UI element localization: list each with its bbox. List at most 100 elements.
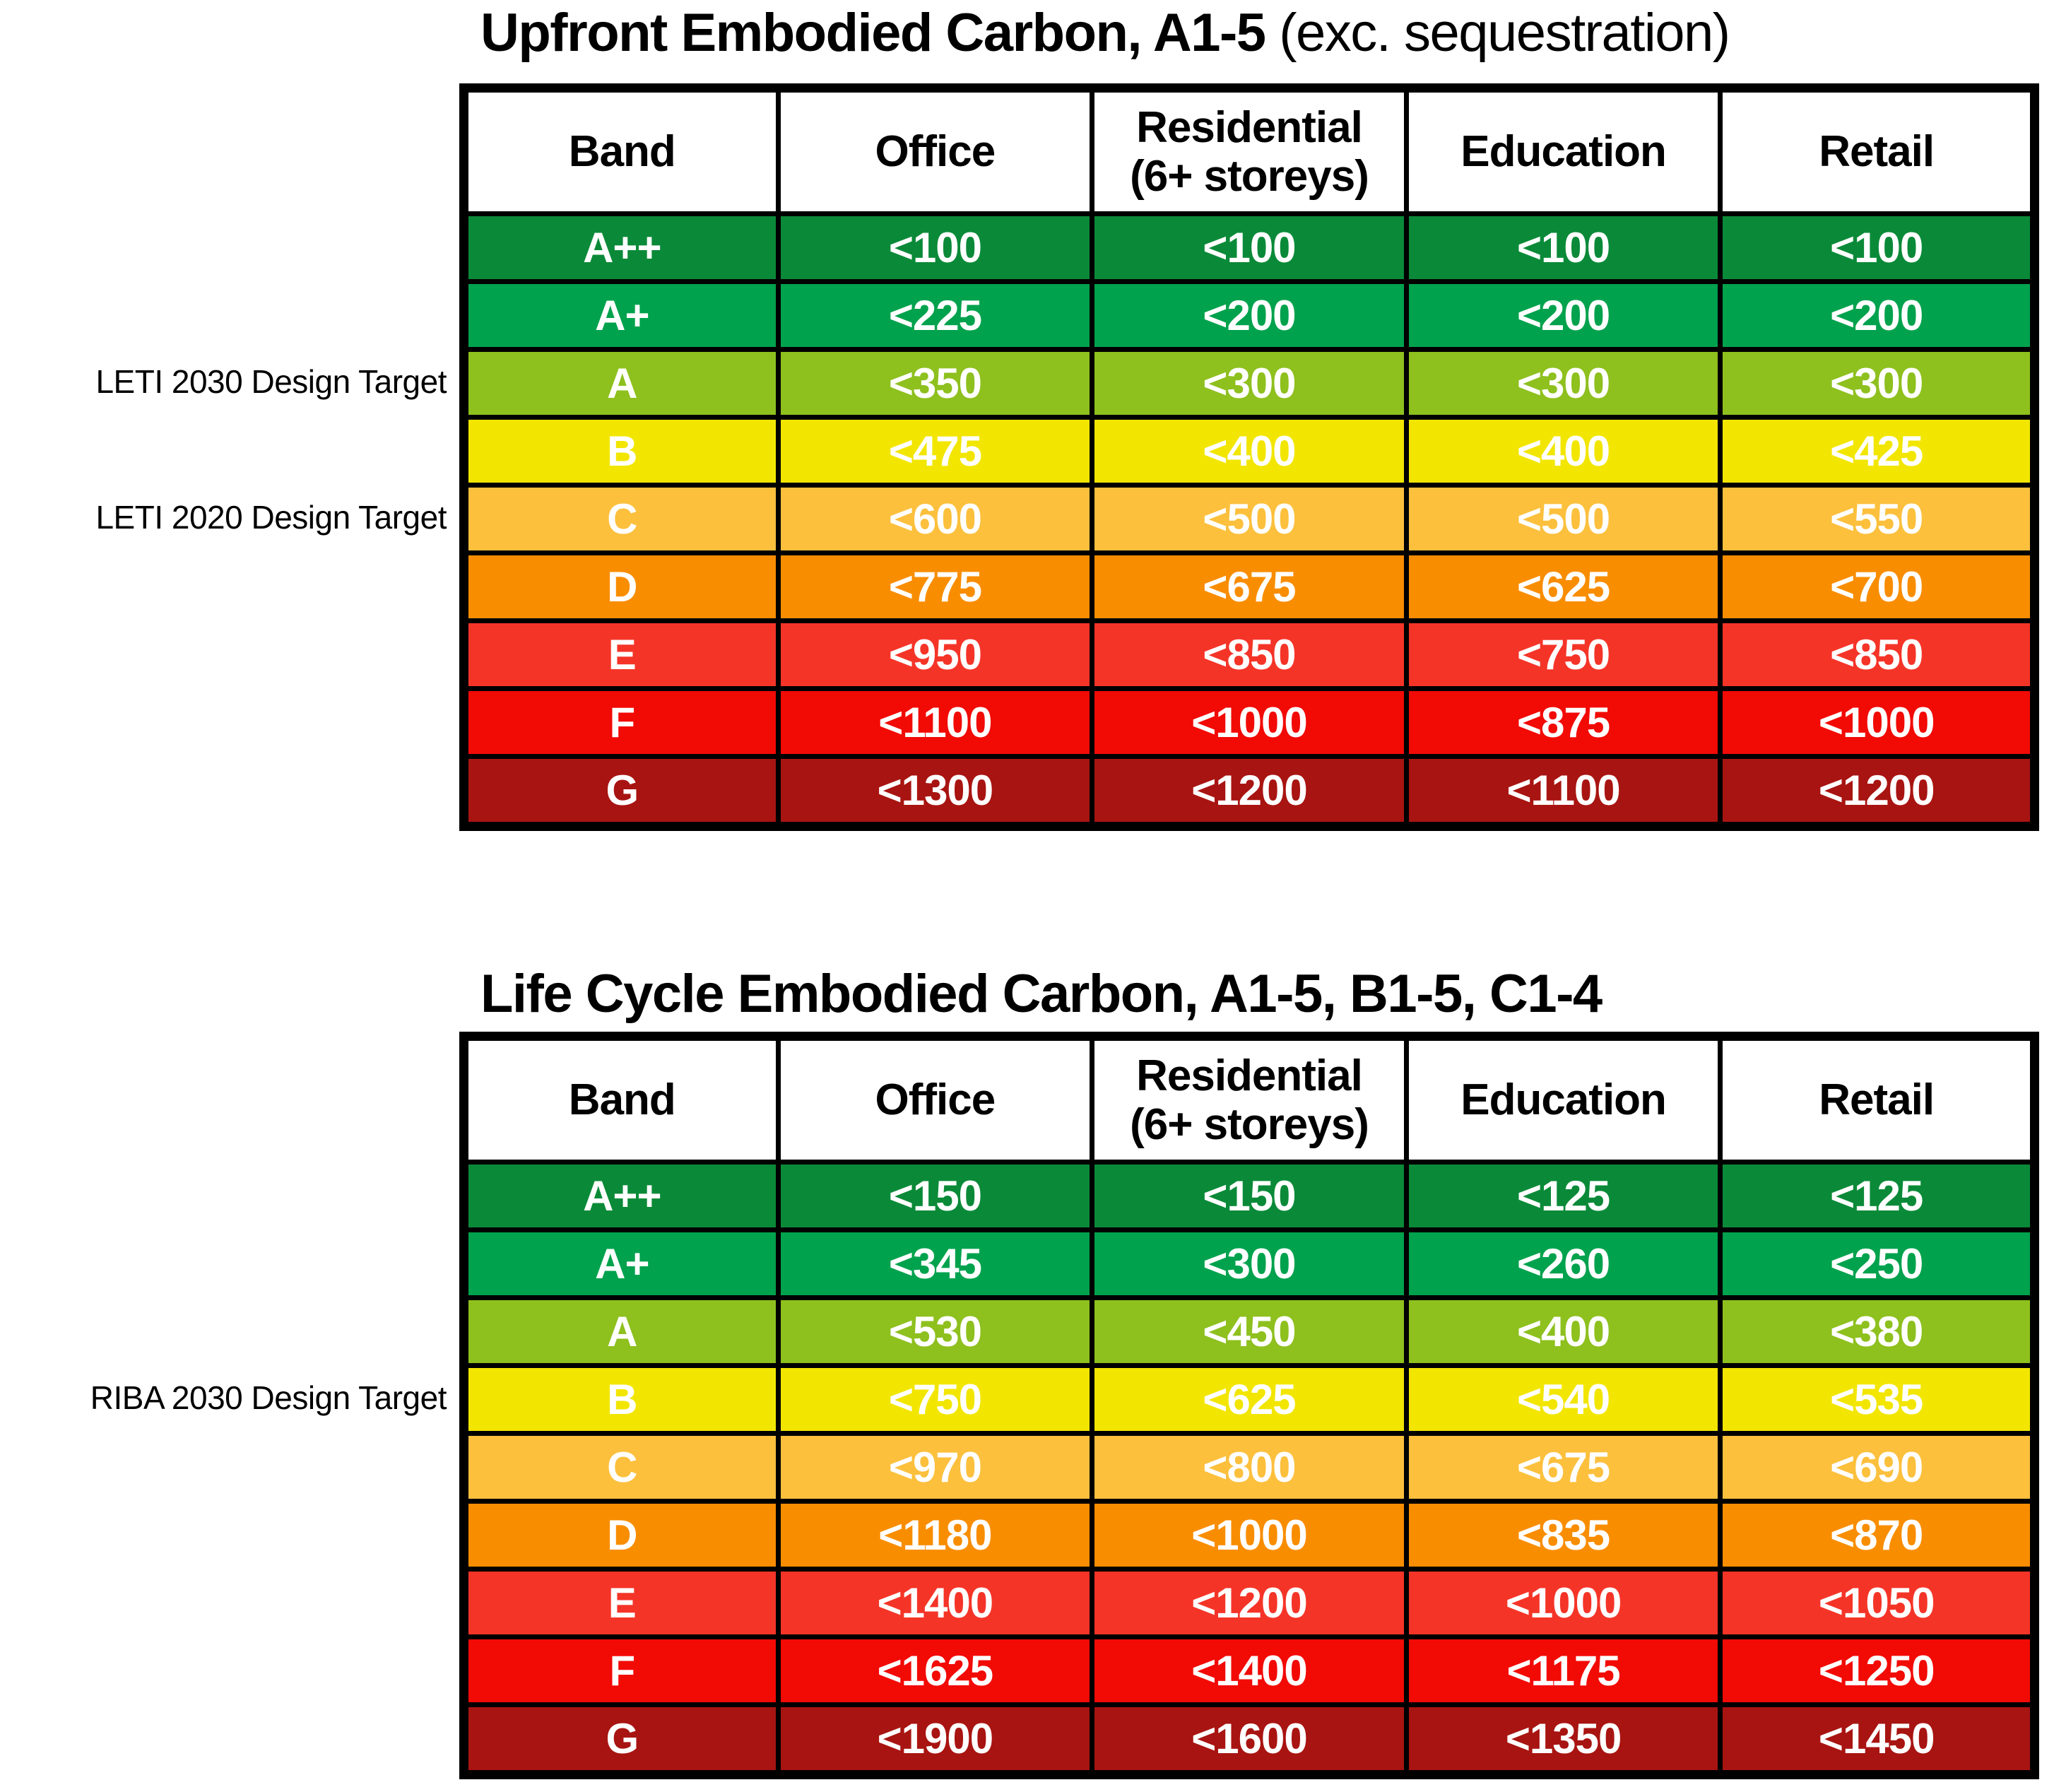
value-cell: <200 <box>1718 279 2037 352</box>
column-header-line: Education <box>1460 127 1667 177</box>
column-header-line: Office <box>875 127 996 177</box>
value-cell: <1100 <box>1403 754 1723 829</box>
column-header-line: Band <box>568 127 676 177</box>
band-cell: F <box>461 686 781 759</box>
upfront-band-row: B <475 <400 <400 <425 <box>461 415 2037 488</box>
design-target-label: LETI 2030 Design Target <box>95 363 447 400</box>
value-cell: <1000 <box>1090 686 1409 759</box>
value-cell: <850 <box>1090 618 1409 691</box>
lifecycle-band-row: B <750 <625 <540 <535 <box>461 1363 2037 1436</box>
value-cell: <150 <box>1090 1160 1409 1232</box>
band-cell: A <box>461 1295 781 1368</box>
value-cell: <1100 <box>775 686 1095 759</box>
value-cell: <750 <box>775 1363 1095 1436</box>
upfront-band-row: A <350 <300 <300 <300 <box>461 347 2037 420</box>
value-cell: <100 <box>1403 211 1723 284</box>
value-cell: <1175 <box>1403 1634 1723 1707</box>
value-cell: <1200 <box>1718 754 2037 829</box>
value-cell: <100 <box>1090 211 1409 284</box>
value-cell: <1300 <box>775 754 1095 829</box>
value-cell: <350 <box>775 347 1095 420</box>
upfront-band-row: A++ <100 <100 <100 <100 <box>461 211 2037 284</box>
value-cell: <550 <box>1718 483 2037 555</box>
lifecycle-band-row: A++ <150 <150 <125 <125 <box>461 1160 2037 1232</box>
column-header-line: Residential <box>1136 1051 1363 1100</box>
column-header-band: Band <box>461 86 781 216</box>
value-cell: <150 <box>775 1160 1095 1232</box>
value-cell: <870 <box>1718 1499 2037 1572</box>
value-cell: <1350 <box>1403 1702 1723 1777</box>
value-cell: <300 <box>1090 1227 1409 1300</box>
value-cell: <1625 <box>775 1634 1095 1707</box>
value-cell: <850 <box>1718 618 2037 691</box>
upfront-band-row: C <600 <500 <500 <550 <box>461 483 2037 555</box>
lifecycle-band-row: A+ <345 <300 <260 <250 <box>461 1227 2037 1300</box>
column-header-line: Residential <box>1136 102 1363 152</box>
value-cell: <1180 <box>775 1499 1095 1572</box>
upfront-header-row: Band Office Residential (6+ storeys) Educati… <box>461 86 2037 216</box>
lifecycle-band-row: E <1400 <1200 <1000 <1050 <box>461 1567 2037 1639</box>
value-cell: <1450 <box>1718 1702 2037 1777</box>
value-cell: <250 <box>1718 1227 2037 1300</box>
value-cell: <1600 <box>1090 1702 1409 1777</box>
value-cell: <1900 <box>775 1702 1095 1777</box>
column-header-line: Band <box>568 1075 676 1125</box>
value-cell: <1050 <box>1718 1567 2037 1639</box>
column-header-retail: Retail <box>1718 1034 2037 1165</box>
value-cell: <300 <box>1718 347 2037 420</box>
column-header-line: (6+ storeys) <box>1130 152 1369 201</box>
band-cell: A+ <box>461 279 781 352</box>
value-cell: <1000 <box>1403 1567 1723 1639</box>
lifecycle-band-row: F <1625 <1400 <1175 <1250 <box>461 1634 2037 1707</box>
column-header-line: (6+ storeys) <box>1130 1100 1369 1149</box>
band-cell: G <box>461 1702 781 1777</box>
band-cell: C <box>461 1431 781 1504</box>
value-cell: <450 <box>1090 1295 1409 1368</box>
band-cell: B <box>461 1363 781 1436</box>
value-cell: <400 <box>1403 415 1723 488</box>
value-cell: <400 <box>1403 1295 1723 1368</box>
column-header-retail: Retail <box>1718 86 2037 216</box>
lifecycle-band-row: C <970 <800 <675 <690 <box>461 1431 2037 1504</box>
upfront-title-suffix: (exc. sequestration) <box>1265 3 1730 63</box>
column-header-education: Education <box>1403 1034 1723 1165</box>
upfront-band-row: F <1100 <1000 <875 <1000 <box>461 686 2037 759</box>
band-cell: B <box>461 415 781 488</box>
band-cell: F <box>461 1634 781 1707</box>
column-header-office: Office <box>775 1034 1095 1165</box>
value-cell: <125 <box>1718 1160 2037 1232</box>
value-cell: <1000 <box>1090 1499 1409 1572</box>
value-cell: <1400 <box>1090 1634 1409 1707</box>
value-cell: <1250 <box>1718 1634 2037 1707</box>
column-header-line: Education <box>1460 1075 1667 1125</box>
value-cell: <500 <box>1403 483 1723 555</box>
value-cell: <875 <box>1403 686 1723 759</box>
lifecycle-table-title: Life Cycle Embodied Carbon, A1-5, B1-5, … <box>480 964 1603 1024</box>
band-cell: A++ <box>461 1160 781 1232</box>
value-cell: <300 <box>1403 347 1723 420</box>
column-header-residential: Residential (6+ storeys) <box>1090 1034 1409 1165</box>
design-target-label: RIBA 2030 Design Target <box>90 1379 447 1416</box>
value-cell: <125 <box>1403 1160 1723 1232</box>
value-cell: <675 <box>1090 550 1409 623</box>
upfront-band-row: D <775 <675 <625 <700 <box>461 550 2037 623</box>
upfront-band-row: A+ <225 <200 <200 <200 <box>461 279 2037 352</box>
value-cell: <775 <box>775 550 1095 623</box>
value-cell: <100 <box>1718 211 2037 284</box>
value-cell: <625 <box>1090 1363 1409 1436</box>
value-cell: <345 <box>775 1227 1095 1300</box>
lifecycle-band-row: D <1180 <1000 <835 <870 <box>461 1499 2037 1572</box>
value-cell: <835 <box>1403 1499 1723 1572</box>
value-cell: <200 <box>1090 279 1409 352</box>
value-cell: <700 <box>1718 550 2037 623</box>
band-cell: A++ <box>461 211 781 284</box>
lifecycle-title-main: Life Cycle Embodied Carbon, A1-5, B1-5, … <box>480 964 1603 1024</box>
value-cell: <1200 <box>1090 1567 1409 1639</box>
upfront-title-main: Upfront Embodied Carbon, A1-5 <box>480 3 1266 63</box>
column-header-line: Retail <box>1819 127 1935 177</box>
band-cell: G <box>461 754 781 829</box>
column-header-residential: Residential (6+ storeys) <box>1090 86 1409 216</box>
value-cell: <675 <box>1403 1431 1723 1504</box>
value-cell: <100 <box>775 211 1095 284</box>
